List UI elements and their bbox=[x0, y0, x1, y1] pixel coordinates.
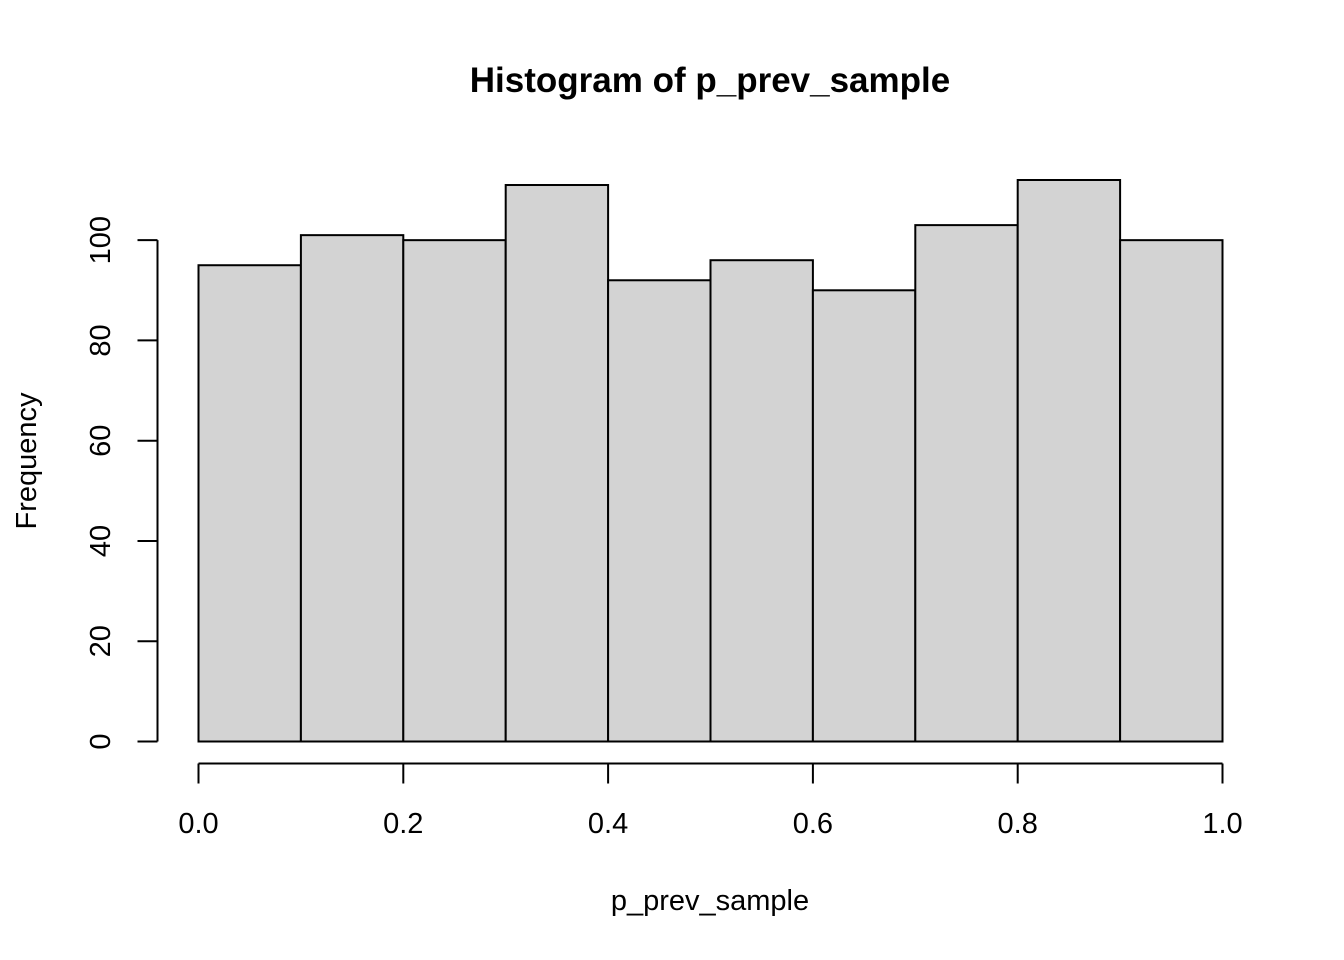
x-tick-label: 0.0 bbox=[178, 808, 218, 840]
y-axis-label: Frequency bbox=[11, 392, 43, 530]
histogram-bar-7 bbox=[811, 289, 917, 743]
histogram-bar-3 bbox=[402, 239, 507, 743]
y-tick-label: 60 bbox=[85, 425, 117, 457]
x-tick-label: 0.6 bbox=[793, 808, 833, 840]
y-axis: 0 20 40 60 80 100 bbox=[85, 216, 159, 750]
y-tick-label: 20 bbox=[85, 625, 117, 657]
x-axis-label: p_prev_sample bbox=[611, 885, 809, 917]
x-tick-label: 1.0 bbox=[1202, 808, 1242, 840]
y-tick-label: 0 bbox=[85, 733, 117, 749]
chart-title: Histogram of p_prev_sample bbox=[470, 61, 950, 100]
histogram-bar-1 bbox=[197, 264, 302, 743]
y-tick-label: 100 bbox=[85, 216, 117, 264]
histogram-bars bbox=[197, 179, 1224, 743]
histogram-bar-2 bbox=[299, 234, 405, 743]
histogram-bar-9 bbox=[1016, 179, 1122, 743]
histogram-bar-8 bbox=[914, 224, 1019, 743]
histogram-bar-4 bbox=[504, 184, 610, 743]
histogram-bar-6 bbox=[709, 259, 814, 743]
histogram-bar-10 bbox=[1119, 239, 1224, 743]
x-tick-label: 0.8 bbox=[998, 808, 1038, 840]
x-axis: 0.0 0.2 0.4 0.6 0.8 1.0 bbox=[178, 762, 1243, 840]
histogram-bar-5 bbox=[607, 279, 712, 743]
y-tick-label: 80 bbox=[85, 324, 117, 356]
y-tick-label: 40 bbox=[85, 525, 117, 557]
x-tick-label: 0.2 bbox=[383, 808, 423, 840]
x-tick-label: 0.4 bbox=[588, 808, 628, 840]
